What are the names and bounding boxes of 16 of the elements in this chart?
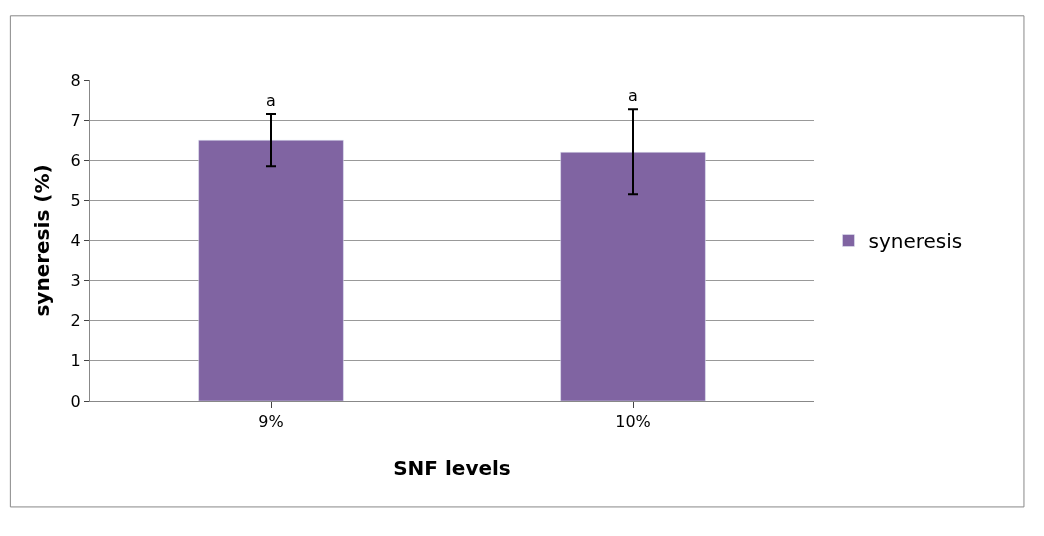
y-tick-label: 4 [70, 231, 81, 251]
x-tick-label: 10% [615, 412, 651, 432]
y-tick-label: 2 [70, 311, 81, 331]
annotation: a [628, 86, 638, 105]
y-tick-label: 5 [70, 190, 81, 210]
y-tick-label: 3 [70, 271, 81, 291]
legend-label: syneresis [868, 229, 963, 254]
x-axis-title: SNF levels [393, 455, 511, 480]
y-tick-label: 1 [70, 351, 81, 371]
x-tick-label: 9% [258, 412, 284, 432]
y-tick-label: 6 [70, 150, 81, 170]
annotation: a [266, 91, 276, 110]
y-tick-label: 0 [70, 391, 81, 411]
y-axis-title: syneresis (%) [30, 164, 55, 317]
y-tick-label: 7 [70, 110, 81, 130]
y-tick-label: 8 [70, 70, 81, 90]
